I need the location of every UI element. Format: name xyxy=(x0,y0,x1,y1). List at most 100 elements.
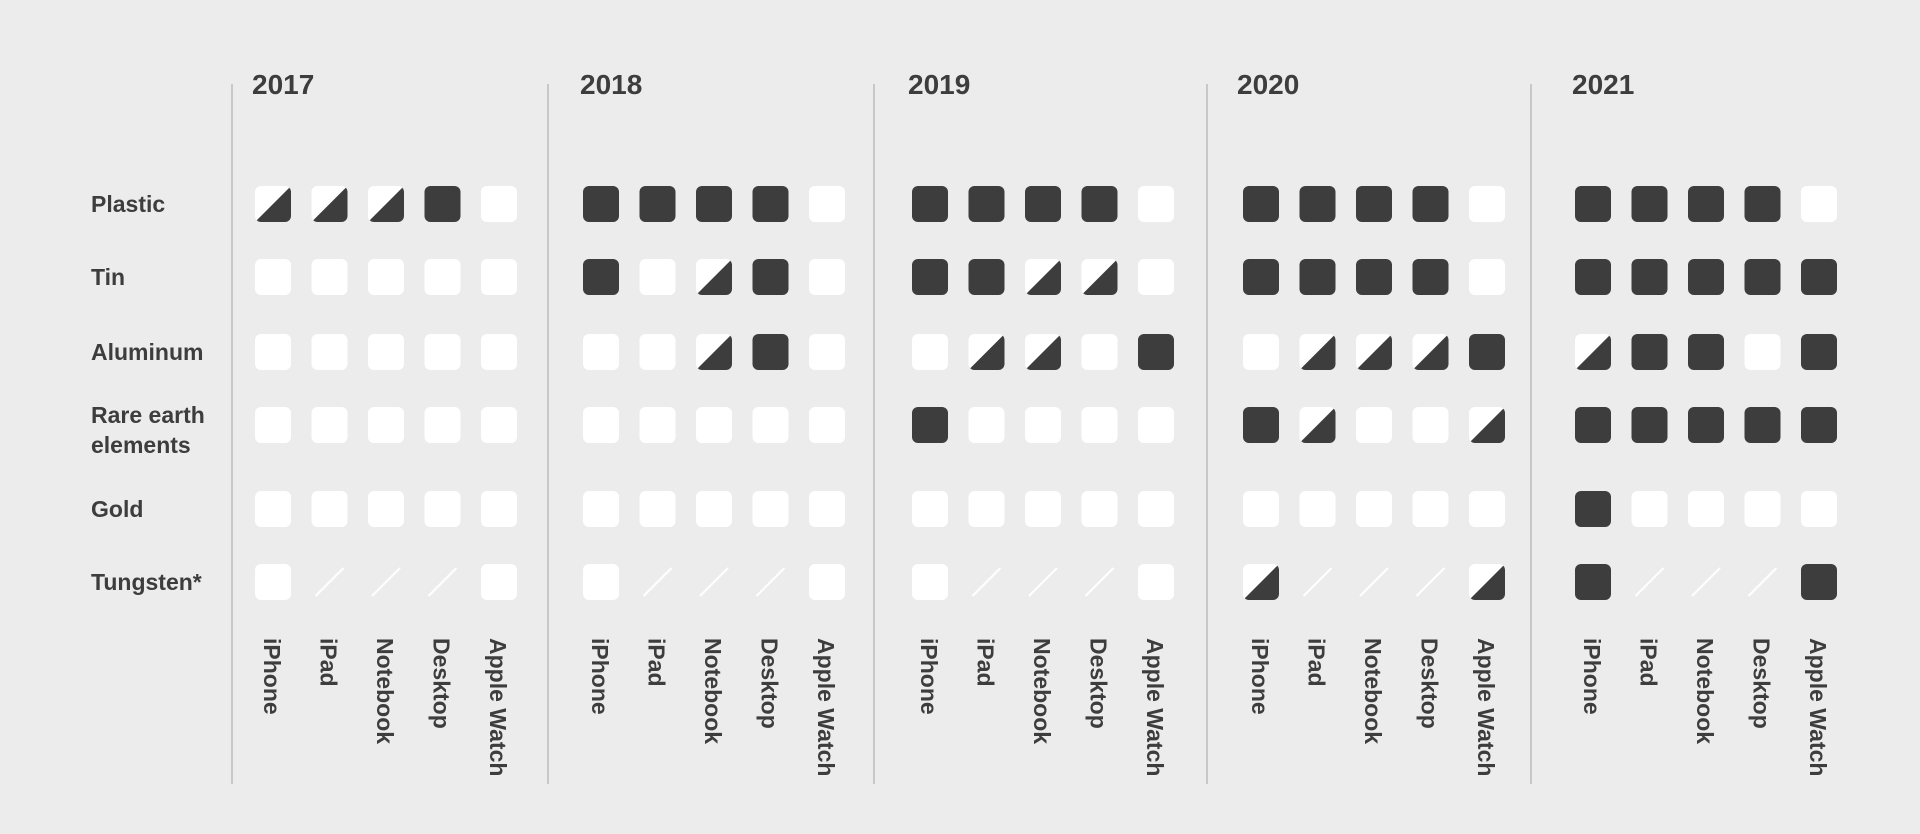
cell-2017-tin-desktop-square xyxy=(424,259,461,295)
cell-2021-tin-ipad-square xyxy=(1631,259,1668,295)
material-label-aluminum: Aluminum xyxy=(91,339,203,365)
cell-2017-gold-apple-watch-square xyxy=(481,491,517,527)
cell-2021-gold-notebook-square xyxy=(1688,491,1724,527)
cell-2018-rare-earth-elements-desktop-square xyxy=(752,407,789,443)
cell-2019-tin-ipad-square xyxy=(968,259,1005,295)
cell-2020-gold-apple-watch-square xyxy=(1469,491,1505,527)
cell-2021-plastic-iphone-square xyxy=(1575,186,1611,222)
cell-2019-gold-notebook-square xyxy=(1025,491,1061,527)
cell-2018-tungsten-iphone-square xyxy=(583,564,619,600)
cell-2019-tin-iphone-square xyxy=(912,259,948,295)
cell-2017-tungsten-ipad-na-mark xyxy=(314,567,345,597)
cell-2019-tungsten-apple-watch-square xyxy=(1138,564,1174,600)
cell-2018-plastic-iphone-square xyxy=(583,186,619,222)
cell-2018-aluminum-iphone-square xyxy=(583,334,619,370)
cell-2019-rare-earth-elements-notebook-square xyxy=(1025,407,1061,443)
material-label-plastic: Plastic xyxy=(91,191,165,217)
material-label-gold: Gold xyxy=(91,496,143,522)
cell-2020-aluminum-apple-watch-square xyxy=(1469,334,1505,370)
cell-2020-tin-ipad-square xyxy=(1299,259,1336,295)
device-label-2018-ipad: iPad xyxy=(644,638,670,687)
cell-2020-rare-earth-elements-iphone-square xyxy=(1243,407,1279,443)
cell-2018-rare-earth-elements-notebook-square xyxy=(696,407,732,443)
cell-2019-tungsten-ipad-na-mark xyxy=(971,567,1002,597)
cell-2017-tin-iphone-square xyxy=(255,259,291,295)
cell-2017-plastic-desktop-square xyxy=(424,186,461,222)
cell-2017-rare-earth-elements-notebook-square xyxy=(368,407,404,443)
year-label-2019: 2019 xyxy=(908,69,970,100)
device-label-2018-apple-watch: Apple Watch xyxy=(813,638,839,776)
cell-2021-plastic-notebook-square xyxy=(1688,186,1724,222)
cell-2020-gold-notebook-square xyxy=(1356,491,1392,527)
cell-2017-tungsten-notebook-na-mark xyxy=(371,567,401,597)
cell-2019-plastic-desktop-square xyxy=(1081,186,1118,222)
cell-2021-plastic-apple-watch-square xyxy=(1801,186,1837,222)
material-label-tin: Tin xyxy=(91,264,125,290)
cell-2018-tin-iphone-square xyxy=(583,259,619,295)
cell-2021-tin-iphone-square xyxy=(1575,259,1611,295)
cell-2018-plastic-notebook-square xyxy=(696,186,732,222)
cell-2020-tungsten-ipad-na-mark xyxy=(1302,567,1333,597)
cell-2021-tin-desktop-square xyxy=(1744,259,1781,295)
cell-2019-aluminum-desktop-square xyxy=(1081,334,1118,370)
cell-2021-rare-earth-elements-ipad-square xyxy=(1631,407,1668,443)
cell-2019-gold-ipad-square xyxy=(968,491,1005,527)
device-label-2019-iphone: iPhone xyxy=(916,638,942,715)
device-label-2020-notebook: Notebook xyxy=(1360,638,1386,744)
device-label-2020-desktop: Desktop xyxy=(1417,638,1443,729)
device-label-2019-apple-watch: Apple Watch xyxy=(1142,638,1168,776)
cell-2021-gold-desktop-square xyxy=(1744,491,1781,527)
cell-2020-plastic-desktop-square xyxy=(1412,186,1449,222)
cell-2017-tungsten-apple-watch-square xyxy=(481,564,517,600)
cell-2020-aluminum-iphone-square xyxy=(1243,334,1279,370)
cell-2018-gold-iphone-square xyxy=(583,491,619,527)
cell-2017-tungsten-iphone-square xyxy=(255,564,291,600)
cell-2019-rare-earth-elements-iphone-square xyxy=(912,407,948,443)
cell-2021-plastic-desktop-square xyxy=(1744,186,1781,222)
cell-2020-plastic-iphone-square xyxy=(1243,186,1279,222)
cell-2017-rare-earth-elements-ipad-square xyxy=(311,407,348,443)
cell-2017-rare-earth-elements-apple-watch-square xyxy=(481,407,517,443)
cell-2019-plastic-apple-watch-square xyxy=(1138,186,1174,222)
cell-2017-plastic-apple-watch-square xyxy=(481,186,517,222)
device-label-2017-iphone: iPhone xyxy=(259,638,285,715)
cell-2017-gold-iphone-square xyxy=(255,491,291,527)
cell-2020-gold-desktop-square xyxy=(1412,491,1449,527)
cell-2018-aluminum-apple-watch-square xyxy=(809,334,845,370)
cell-2019-gold-apple-watch-square xyxy=(1138,491,1174,527)
cell-2018-tungsten-apple-watch-square xyxy=(809,564,845,600)
cell-2021-aluminum-apple-watch-square xyxy=(1801,334,1837,370)
cell-2018-tin-desktop-square xyxy=(752,259,789,295)
cell-2019-tungsten-desktop-na-mark xyxy=(1084,567,1115,597)
cell-2021-tungsten-iphone-square xyxy=(1575,564,1611,600)
cell-2018-tungsten-notebook-na-mark xyxy=(699,567,729,597)
year-label-2018: 2018 xyxy=(580,69,642,100)
cell-2017-gold-notebook-square xyxy=(368,491,404,527)
cell-2019-gold-iphone-square xyxy=(912,491,948,527)
cell-2019-plastic-ipad-square xyxy=(968,186,1005,222)
cell-2019-rare-earth-elements-desktop-square xyxy=(1081,407,1118,443)
device-label-2017-apple-watch: Apple Watch xyxy=(485,638,511,776)
cell-2019-aluminum-apple-watch-square xyxy=(1138,334,1174,370)
cell-2017-tin-apple-watch-square xyxy=(481,259,517,295)
cell-2021-rare-earth-elements-desktop-square xyxy=(1744,407,1781,443)
cell-2020-rare-earth-elements-desktop-square xyxy=(1412,407,1449,443)
device-label-2019-desktop: Desktop xyxy=(1086,638,1112,729)
cell-2020-tin-apple-watch-square xyxy=(1469,259,1505,295)
cell-2018-gold-apple-watch-square xyxy=(809,491,845,527)
cell-2017-gold-ipad-square xyxy=(311,491,348,527)
cell-2019-rare-earth-elements-ipad-square xyxy=(968,407,1005,443)
cell-2019-rare-earth-elements-apple-watch-square xyxy=(1138,407,1174,443)
cell-2020-tin-iphone-square xyxy=(1243,259,1279,295)
device-label-2021-iphone: iPhone xyxy=(1579,638,1605,715)
cell-2021-gold-iphone-square xyxy=(1575,491,1611,527)
cell-2019-aluminum-iphone-square xyxy=(912,334,948,370)
cell-2017-gold-desktop-square xyxy=(424,491,461,527)
cell-2020-plastic-ipad-square xyxy=(1299,186,1336,222)
cell-2020-gold-ipad-square xyxy=(1299,491,1336,527)
cell-2018-gold-notebook-square xyxy=(696,491,732,527)
device-label-2018-notebook: Notebook xyxy=(700,638,726,744)
year-label-2017: 2017 xyxy=(252,69,314,100)
cell-2020-plastic-notebook-square xyxy=(1356,186,1392,222)
